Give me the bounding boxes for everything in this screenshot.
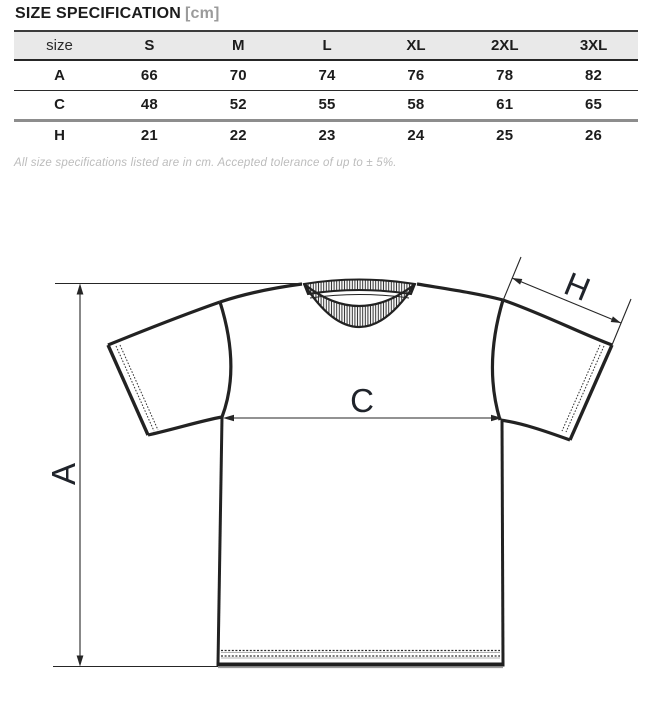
header-cell-s: S (144, 37, 155, 54)
dim-c-arrow-right (491, 414, 502, 422)
collar-back-band (302, 278, 417, 296)
table-row-a: A 66 70 74 76 78 82 (14, 60, 638, 90)
body-right-edge (500, 418, 505, 665)
title-text: SIZE SPECIFICATION (15, 5, 181, 22)
left-sleeve (106, 300, 231, 437)
dim-h-arrow-right (610, 316, 621, 323)
value-a-3xl: 82 (585, 66, 603, 84)
value-a-s: 66 (140, 66, 158, 84)
value-h-s: 21 (140, 127, 158, 145)
table-row-h: H 21 22 23 24 25 26 (14, 120, 638, 150)
value-c-s: 48 (140, 96, 158, 113)
header-cell-2xl: 2XL (490, 37, 519, 54)
tolerance-footnote: All size specifications listed are in cm… (14, 157, 397, 169)
value-a-2xl: 78 (496, 66, 514, 84)
left-cuff-stitch-line-1 (115, 345, 155, 432)
size-spec-section: SIZE SPECIFICATION [cm] size S M L XL 2XL… (14, 5, 638, 169)
row-label-a: A (54, 66, 65, 84)
header-cell-xl: XL (406, 37, 426, 54)
left-sleeve-fill (108, 302, 231, 435)
shirt-body (216, 282, 505, 669)
right-cuff-stitch-line-2 (561, 344, 601, 432)
right-sleeve-fill (492, 300, 612, 440)
value-c-3xl: 65 (585, 96, 603, 113)
header-cell-size: size (46, 37, 73, 54)
title-unit: [cm] (184, 5, 220, 22)
dim-a-arrow-up (76, 283, 84, 295)
right-armhole-seam (490, 299, 505, 421)
size-table: size S M L XL 2XL 3XL A 66 70 74 76 78 (14, 30, 638, 150)
header-cell-m: M (231, 37, 245, 54)
value-h-3xl: 26 (585, 127, 603, 145)
dim-label-a: A (45, 463, 82, 485)
dimension-c (223, 414, 502, 422)
value-a-l: 74 (318, 66, 336, 84)
value-c-l: 55 (318, 96, 336, 113)
table-row-c: C 48 52 55 58 61 65 (14, 90, 638, 120)
value-h-xl: 24 (407, 127, 425, 145)
page-title: SIZE SPECIFICATION [cm] (15, 5, 638, 23)
dim-label-h: H (559, 265, 595, 308)
dim-label-c: C (350, 382, 374, 419)
body-fill (218, 417, 503, 664)
dim-h-extension-right (611, 298, 632, 346)
right-sleeve-cuff-edge (568, 344, 614, 441)
left-sleeve-top-edge (107, 300, 221, 347)
value-c-m: 52 (229, 96, 247, 113)
dim-c-arrow-left (223, 414, 234, 422)
value-h-l: 23 (318, 127, 336, 145)
value-a-xl: 76 (407, 66, 425, 84)
value-h-2xl: 25 (496, 127, 514, 145)
left-armhole-seam (218, 301, 233, 418)
size-table-header-row: size S M L XL 2XL 3XL (14, 31, 638, 60)
dim-a-arrow-down (76, 655, 84, 667)
dimension-a (53, 282, 302, 668)
left-cuff-stitch-line-2 (119, 344, 159, 431)
value-h-m: 22 (229, 127, 247, 145)
value-c-xl: 58 (407, 96, 425, 113)
value-a-m: 70 (229, 66, 247, 84)
right-cuff-stitch-line-1 (565, 345, 605, 433)
header-cell-3xl: 3XL (579, 37, 608, 54)
dim-h-extension-left (501, 256, 522, 304)
right-sleeve (492, 298, 614, 442)
collar (302, 278, 417, 329)
left-shoulder-seam (219, 282, 303, 304)
right-sleeve-bottom-edge (499, 418, 571, 442)
dimension-h (501, 256, 632, 346)
right-shoulder-seam (416, 282, 504, 302)
value-c-2xl: 61 (496, 96, 514, 113)
left-sleeve-bottom-edge (147, 415, 223, 437)
dim-h-arrow-left (512, 278, 523, 285)
row-label-h: H (54, 127, 65, 145)
left-sleeve-cuff-edge (106, 344, 150, 436)
body-left-edge (216, 416, 224, 665)
right-sleeve-top-edge (502, 298, 613, 347)
header-cell-l: L (322, 37, 332, 54)
collar-front-ribbing (303, 283, 416, 329)
dim-h-line (511, 277, 622, 324)
row-label-c: C (54, 96, 65, 113)
